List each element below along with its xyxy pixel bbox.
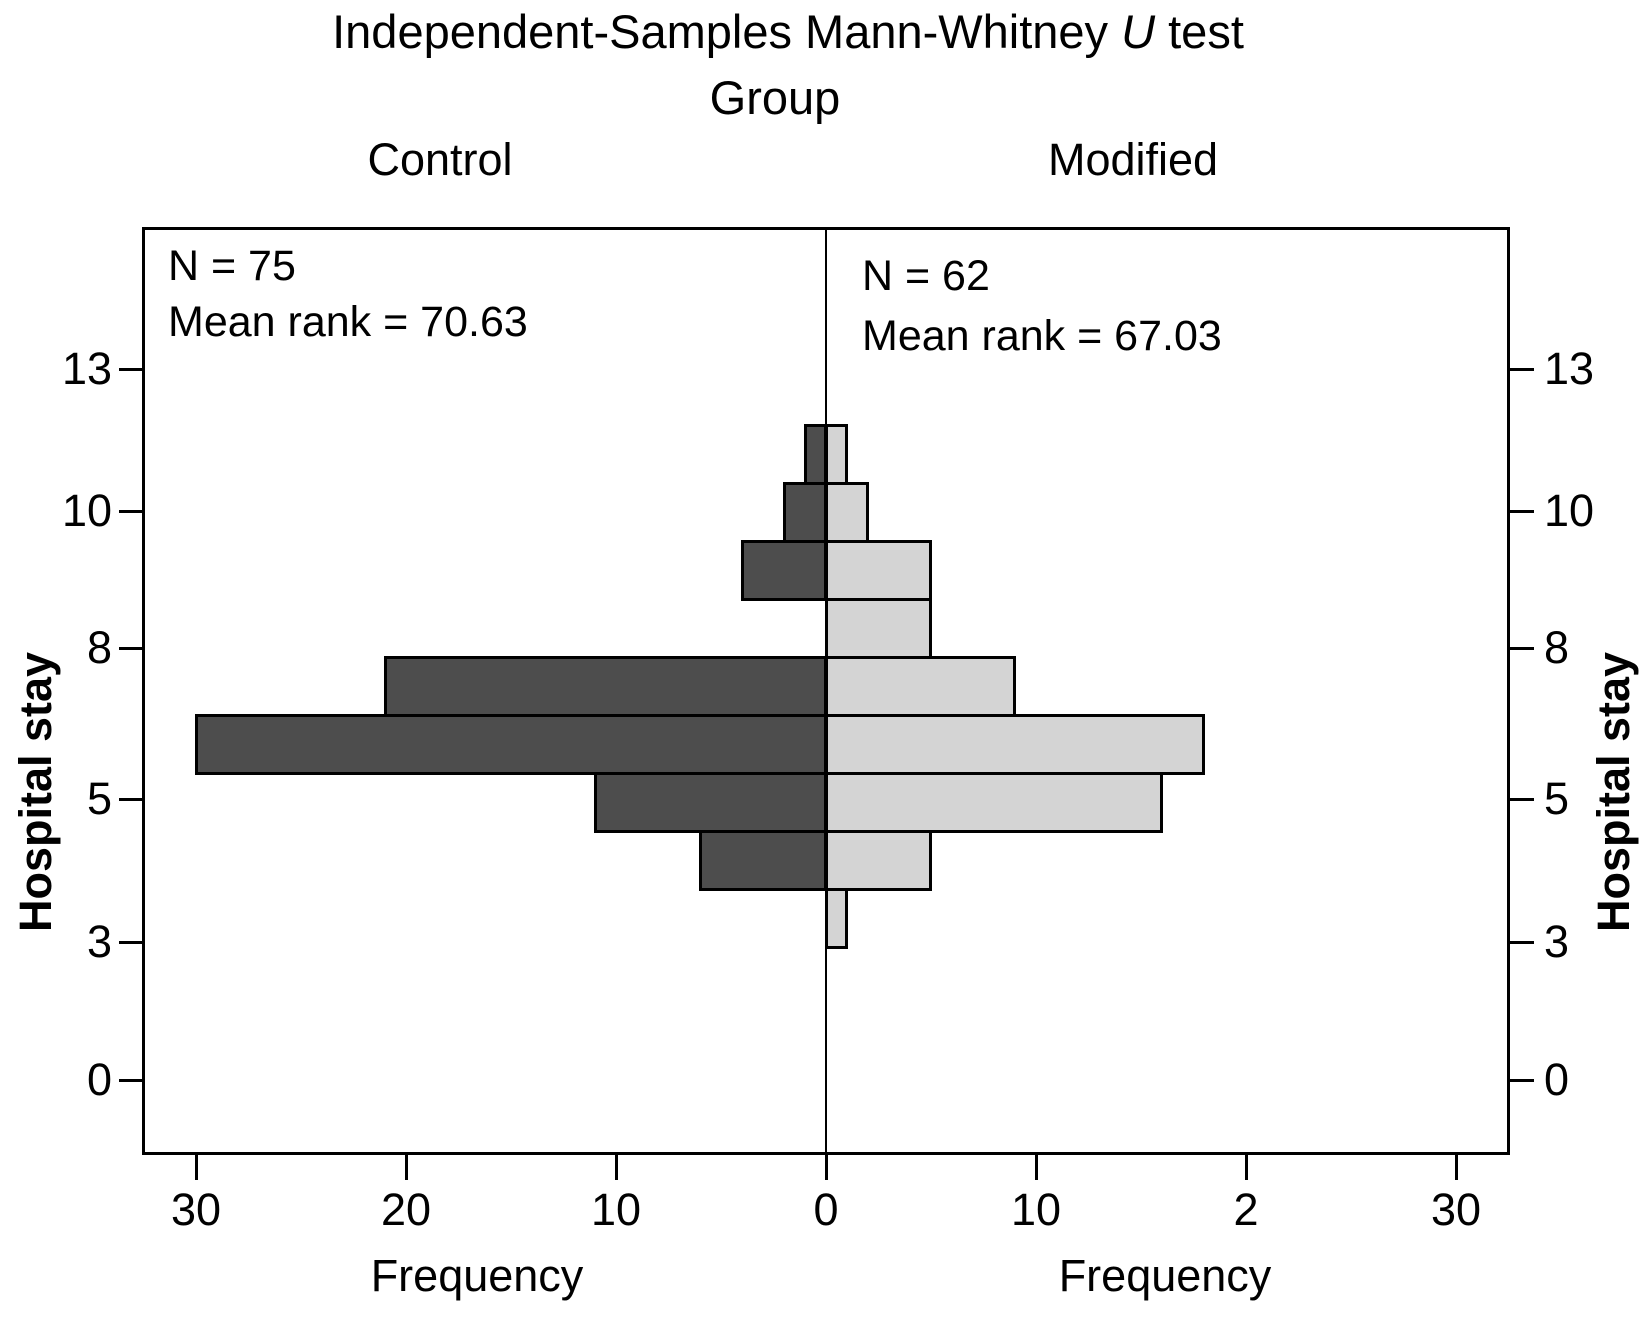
modified-bar-stay-6: [825, 714, 1205, 775]
x-tick-left-30-mark: [195, 1155, 198, 1180]
x-tick-right-10-mark: [1035, 1155, 1038, 1180]
x-tick-right-30-mark: [1455, 1155, 1458, 1180]
chart-title-suffix: test: [1155, 5, 1244, 58]
y-tick-label-right-8: 8: [1544, 622, 1570, 673]
chart-title-italic-u: U: [1121, 5, 1156, 58]
y-tick-right-8: [1510, 647, 1534, 650]
stats-modified-n: N = 62: [862, 252, 990, 300]
y-tick-left-5: [119, 798, 143, 801]
x-tick-left-0-label: 0: [813, 1184, 839, 1235]
chart-title: Independent-Samples Mann-Whitney U test: [0, 4, 1576, 59]
y-tick-right-0: [1510, 1079, 1534, 1082]
y-tick-left-13: [119, 368, 143, 371]
x-axis-title-right: Frequency: [1058, 1250, 1272, 1301]
control-bar-stay-11: [804, 424, 827, 485]
y-tick-right-5: [1510, 798, 1534, 801]
y-tick-left-3: [119, 941, 143, 944]
y-tick-label-left-3: 3: [86, 916, 112, 967]
y-tick-label-right-13: 13: [1544, 343, 1595, 394]
y-tick-left-8: [119, 647, 143, 650]
x-tick-left-30-label: 30: [170, 1184, 222, 1235]
modified-bar-stay-4: [825, 830, 932, 891]
stats-control: N = 75 Mean rank = 70.63: [168, 238, 528, 350]
y-tick-label-left-10: 10: [61, 485, 112, 536]
x-tick-left-10-mark: [615, 1155, 618, 1180]
y-tick-right-3: [1510, 941, 1534, 944]
stats-control-n: N = 75: [168, 242, 296, 290]
x-tick-left-0-mark: [825, 1155, 828, 1180]
x-tick-right-30-label: 30: [1430, 1184, 1482, 1235]
y-axis-title-right: Hospital stay: [1588, 651, 1639, 933]
stats-control-mean-rank: Mean rank = 70.63: [168, 298, 528, 346]
control-bar-stay-10: [783, 482, 827, 543]
x-tick-right-20-label: 2: [1233, 1184, 1259, 1235]
control-bar-stay-4: [699, 830, 827, 891]
modified-bar-stay-5: [825, 772, 1163, 833]
y-tick-label-left-13: 13: [61, 343, 112, 394]
y-tick-left-0: [119, 1079, 143, 1082]
y-tick-label-right-10: 10: [1544, 485, 1595, 536]
x-tick-left-10-label: 10: [590, 1184, 642, 1235]
control-bar-stay-7: [384, 656, 827, 717]
modified-bar-stay-8: [825, 598, 932, 659]
control-bar-stay-9: [741, 540, 827, 601]
control-bar-stay-5: [594, 772, 827, 833]
stats-modified-mean-rank: Mean rank = 67.03: [862, 312, 1222, 360]
y-axis-title-left: Hospital stay: [10, 651, 61, 933]
y-tick-left-10: [119, 510, 143, 513]
chart-title-prefix: Independent-Samples Mann-Whitney: [332, 5, 1122, 58]
y-tick-right-10: [1510, 510, 1534, 513]
y-tick-label-left-0: 0: [86, 1054, 112, 1105]
y-tick-label-right-5: 5: [1544, 773, 1570, 824]
y-tick-label-right-0: 0: [1544, 1054, 1570, 1105]
x-tick-right-10-label: 10: [1010, 1184, 1062, 1235]
y-tick-label-left-5: 5: [86, 773, 112, 824]
chart-subtitle: Group: [709, 71, 841, 124]
modified-bar-stay-7: [825, 656, 1016, 717]
plot-border: [142, 227, 1510, 1155]
control-bar-stay-6: [195, 714, 827, 775]
y-tick-right-13: [1510, 368, 1534, 371]
x-tick-right-20-mark: [1245, 1155, 1248, 1180]
x-tick-left-20-mark: [405, 1155, 408, 1180]
modified-bar-stay-9: [825, 540, 932, 601]
modified-bar-stay-10: [825, 482, 869, 543]
modified-bar-stay-11: [825, 424, 848, 485]
group-label-control: Control: [367, 134, 513, 185]
modified-bar-stay-3: [825, 888, 848, 949]
x-axis-title-left: Frequency: [370, 1250, 584, 1301]
x-tick-left-20-label: 20: [380, 1184, 432, 1235]
group-label-modified: Modified: [1047, 134, 1219, 185]
stats-modified: N = 62 Mean rank = 67.03: [862, 246, 1222, 366]
y-tick-label-right-3: 3: [1544, 916, 1570, 967]
y-tick-label-left-8: 8: [86, 622, 112, 673]
